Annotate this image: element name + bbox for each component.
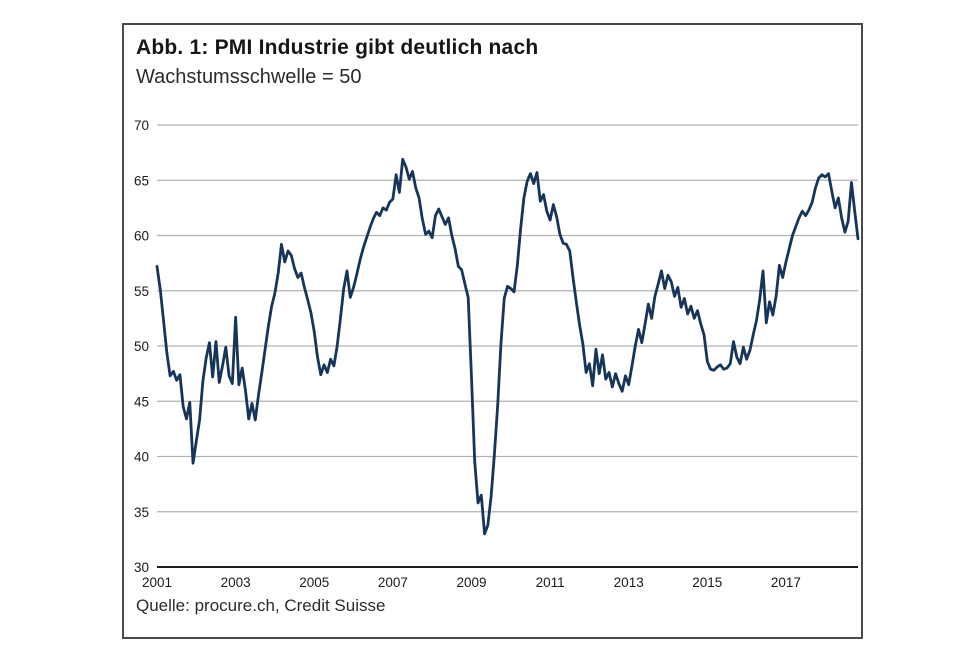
y-tick-label-60: 60 (134, 229, 149, 244)
y-tick-label-40: 40 (134, 450, 149, 465)
y-tick-label-45: 45 (134, 394, 149, 409)
pmi-line-chart: 30 35 40 45 50 55 60 65 70 2001 2003 2005 2007 2009 20… (134, 118, 860, 590)
x-tick-label-2001: 2001 (142, 575, 172, 590)
x-tick-label-2009: 2009 (456, 575, 486, 590)
y-tick-label-65: 65 (134, 173, 149, 188)
chart-source: Quelle: procure.ch, Credit Suisse (136, 596, 386, 615)
x-tick-label-2003: 2003 (221, 575, 251, 590)
y-tick-label-30: 30 (134, 560, 149, 575)
chart-title: Abb. 1: PMI Industrie gibt deutlich nach (136, 36, 539, 59)
x-tick-label-2015: 2015 (692, 575, 722, 590)
x-tick-label-2013: 2013 (614, 575, 644, 590)
y-tick-label-70: 70 (134, 118, 149, 133)
x-tick-label-2011: 2011 (536, 575, 565, 590)
chart-subtitle: Wachstumsschwelle = 50 (136, 66, 362, 88)
x-tick-label-2005: 2005 (299, 575, 329, 590)
x-tick-label-2017: 2017 (771, 575, 801, 590)
y-tick-label-55: 55 (134, 284, 149, 299)
y-tick-label-35: 35 (134, 505, 149, 520)
y-tick-label-50: 50 (134, 339, 149, 354)
x-tick-label-2007: 2007 (378, 575, 408, 590)
figure-box: 30 35 40 45 50 55 60 65 70 2001 2003 2005 2007 2009 20… (122, 23, 863, 639)
pmi-series-line (155, 157, 860, 536)
